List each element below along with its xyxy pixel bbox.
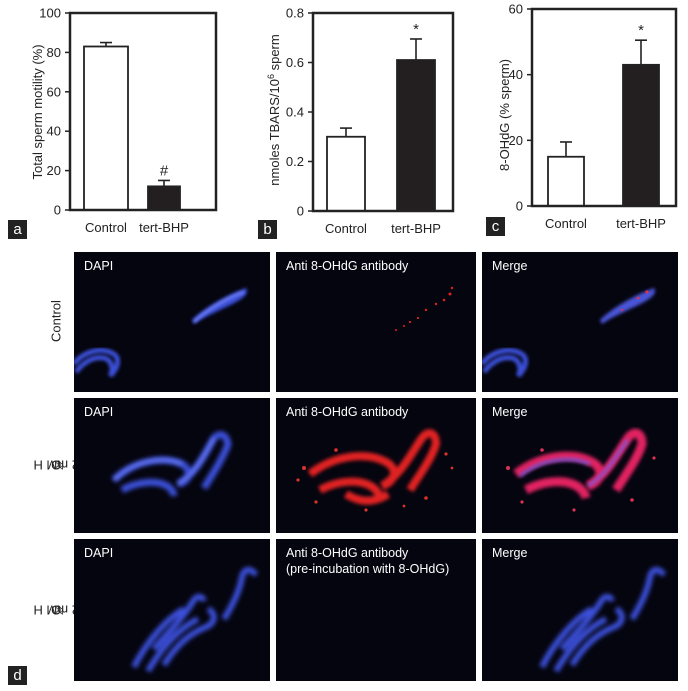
y-tick-label: 60 bbox=[509, 2, 523, 17]
micro-preinc-merge: Merge bbox=[482, 539, 678, 681]
x-tick-label: tert-BHP bbox=[616, 216, 666, 231]
panel-label-a: a bbox=[8, 220, 27, 239]
sperm-image bbox=[395, 286, 454, 331]
micro-h2o2-merge: Merge bbox=[482, 398, 678, 533]
tile-label: DAPI bbox=[84, 546, 114, 560]
y-tick-label: 20 bbox=[47, 163, 61, 178]
y-tick-label: 40 bbox=[509, 67, 523, 82]
y-tick-label: 60 bbox=[47, 84, 61, 99]
sperm-image bbox=[131, 567, 259, 673]
sperm-image bbox=[74, 288, 248, 378]
y-tick-label: 0 bbox=[297, 204, 304, 219]
tile-label: DAPI bbox=[84, 259, 114, 273]
sperm-image bbox=[296, 429, 454, 512]
y-axis-title: Total sperm motility (%) bbox=[30, 44, 45, 179]
bar-tert-bhp bbox=[622, 63, 660, 207]
micro-h2o2-dapi: DAPI bbox=[74, 398, 270, 533]
bar-control bbox=[547, 155, 585, 207]
significance-marker: * bbox=[413, 21, 419, 38]
chart-b: nmoles TBARS/106 sperm 0 0.2 0.4 0.6 0.8 Con… bbox=[266, 6, 455, 236]
micro-control-merge: Merge bbox=[482, 252, 678, 392]
micro-preinc-antibody: Anti 8-OHdG antibody (pre-incubation wit… bbox=[276, 539, 476, 681]
bar-control bbox=[326, 135, 366, 212]
tile-label: Merge bbox=[492, 546, 528, 560]
plot-frame bbox=[530, 7, 678, 208]
panel-label-d: d bbox=[8, 666, 27, 685]
sperm-image bbox=[539, 567, 667, 673]
tile-label: DAPI bbox=[84, 405, 114, 419]
bar-tert-bhp bbox=[396, 59, 436, 212]
y-tick-label: 0 bbox=[54, 203, 61, 218]
panel-label-b: b bbox=[258, 220, 277, 239]
x-tick-label: Control bbox=[545, 216, 587, 231]
micro-h2o2-antibody: Anti 8-OHdG antibody bbox=[276, 398, 476, 533]
micro-control-dapi: DAPI bbox=[74, 252, 270, 392]
y-tick-label: 100 bbox=[39, 6, 61, 21]
y-tick-label: 0.4 bbox=[286, 105, 304, 120]
significance-marker: # bbox=[160, 162, 169, 179]
tile-label-line2: (pre-incubation with 8-OHdG) bbox=[286, 562, 450, 576]
sperm-image bbox=[482, 288, 656, 378]
sperm-image bbox=[111, 431, 232, 498]
y-tick-label: 0 bbox=[516, 199, 523, 214]
x-tick-label: Control bbox=[85, 220, 127, 235]
x-tick-label: tert-BHP bbox=[139, 220, 189, 235]
y-tick-label: 0.8 bbox=[286, 6, 304, 21]
bar-tert-bhp bbox=[147, 185, 181, 211]
bar-control bbox=[83, 45, 129, 211]
tile-label: Anti 8-OHdG antibody bbox=[286, 259, 409, 273]
y-tick-label: 0.6 bbox=[286, 55, 304, 70]
y-tick-label: 40 bbox=[47, 124, 61, 139]
tile-label: Anti 8-OHdG antibody (pre-incubation wit… bbox=[286, 545, 449, 577]
tile-label: Merge bbox=[492, 259, 528, 273]
chart-a: Total sperm motility (%) 0 20 40 60 80 100 Co… bbox=[30, 6, 218, 235]
plot-frame bbox=[68, 11, 218, 212]
x-tick-label: Control bbox=[325, 221, 367, 236]
micro-preinc-dapi: DAPI bbox=[74, 539, 270, 681]
y-tick-label: 20 bbox=[509, 133, 523, 148]
tile-label: Anti 8-OHdG antibody bbox=[286, 405, 409, 419]
panel-label-c: c bbox=[486, 217, 505, 236]
tile-label-line1: Anti 8-OHdG antibody bbox=[286, 546, 409, 560]
row-label-control: Control bbox=[48, 300, 64, 342]
plot-frame bbox=[311, 11, 455, 213]
chart-c: 8-OHdG (% sperm) 0 20 40 60 Control tert-BHP… bbox=[497, 2, 678, 231]
tile-label: Merge bbox=[492, 405, 528, 419]
micro-control-antibody: Anti 8-OHdG antibody bbox=[276, 252, 476, 392]
significance-marker: * bbox=[638, 22, 644, 39]
x-tick-label: tert-BHP bbox=[391, 221, 441, 236]
y-axis-title: 8-OHdG (% sperm) bbox=[497, 59, 512, 171]
y-tick-label: 80 bbox=[47, 45, 61, 60]
y-tick-label: 0.2 bbox=[286, 154, 304, 169]
sperm-image bbox=[506, 428, 656, 512]
y-axis-title: nmoles TBARS/106 sperm bbox=[266, 34, 282, 185]
